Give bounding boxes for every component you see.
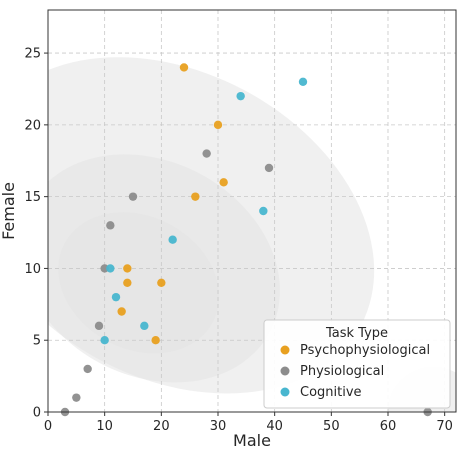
data-point-psychophysiological	[117, 307, 126, 316]
legend-title: Task Type	[325, 326, 388, 341]
y-axis-label: Female	[0, 182, 18, 240]
data-point-psychophysiological	[213, 120, 223, 130]
x-tick-label: 50	[323, 419, 340, 434]
legend-marker	[280, 387, 290, 397]
legend-box	[263, 319, 451, 409]
density-contour	[58, 212, 220, 354]
y-tick-label: 5	[33, 334, 41, 349]
x-axis-label: Male	[233, 431, 271, 450]
data-point-psychophysiological	[123, 278, 132, 287]
x-tick-label: 30	[210, 419, 227, 434]
legend-label: Physiological	[300, 364, 384, 379]
y-tick-label: 0	[33, 406, 41, 421]
data-point-physiological	[264, 163, 274, 173]
data-point-physiological	[83, 364, 92, 374]
legend-label: Psychophysiological	[300, 343, 430, 358]
legend-marker	[280, 366, 290, 376]
legend: Task Type Psychophysiological Physiologic…	[263, 319, 451, 409]
data-point-cognitive	[140, 321, 149, 331]
data-point-cognitive	[111, 292, 121, 302]
x-tick-label: 20	[153, 419, 170, 434]
x-axis-ticks: 0 10 20 30 40 50 60 70	[44, 412, 453, 434]
data-point-cognitive	[259, 206, 268, 216]
data-point-psychophysiological	[191, 192, 200, 201]
data-point-psychophysiological	[151, 336, 160, 345]
data-point-physiological	[128, 192, 138, 201]
data-point-cognitive	[236, 91, 245, 101]
legend-label: Cognitive	[300, 385, 362, 400]
y-tick-label: 10	[24, 262, 41, 277]
data-point-cognitive	[100, 336, 109, 345]
legend-marker	[280, 345, 290, 355]
x-tick-label: 60	[380, 419, 397, 434]
data-point-cognitive	[106, 264, 115, 273]
y-axis-ticks: 0 5 10 15 20 25	[24, 47, 48, 421]
data-point-cognitive	[298, 77, 308, 86]
data-point-physiological	[72, 393, 81, 402]
y-tick-label: 25	[24, 47, 41, 62]
plot-frame	[47, 9, 457, 413]
data-point-psychophysiological	[179, 63, 189, 72]
x-tick-label: 70	[436, 419, 453, 434]
x-tick-label: 10	[96, 419, 113, 434]
y-tick-label: 20	[24, 118, 41, 133]
data-point-physiological	[106, 221, 115, 230]
data-points	[60, 63, 432, 417]
data-point-physiological	[94, 321, 104, 331]
y-tick-label: 15	[24, 190, 41, 205]
data-point-psychophysiological	[219, 178, 228, 187]
x-tick-label: 40	[266, 419, 283, 434]
data-point-psychophysiological	[123, 264, 132, 273]
x-tick-label: 0	[44, 419, 52, 434]
data-point-physiological	[202, 149, 211, 158]
data-point-psychophysiological	[157, 278, 166, 287]
data-point-cognitive	[168, 235, 177, 244]
